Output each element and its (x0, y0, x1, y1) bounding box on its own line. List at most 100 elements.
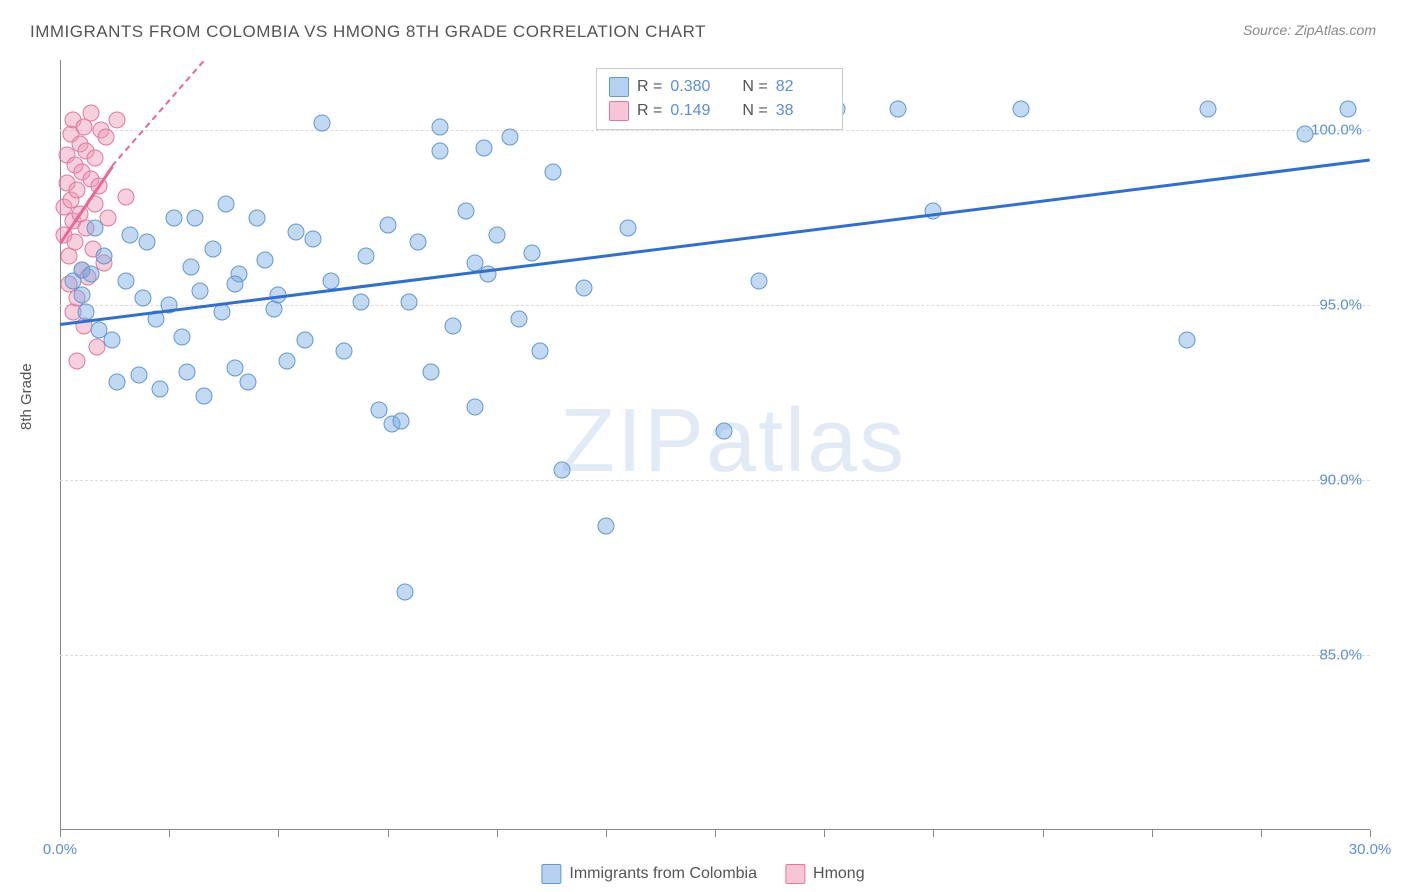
x-tick (933, 830, 934, 837)
data-point (82, 265, 99, 282)
data-point (305, 230, 322, 247)
r-label: R = (637, 102, 662, 120)
legend-label: Hmong (813, 865, 865, 883)
data-point (1012, 101, 1029, 118)
data-point (322, 272, 339, 289)
data-point (445, 318, 462, 335)
watermark: ZIPatlas (560, 390, 906, 493)
data-point (523, 244, 540, 261)
y-tick-label: 95.0% (1319, 297, 1362, 314)
legend-label: Immigrants from Colombia (569, 865, 757, 883)
data-point (466, 398, 483, 415)
data-point (890, 101, 907, 118)
data-point (117, 272, 134, 289)
x-tick (1261, 830, 1262, 837)
data-point (257, 251, 274, 268)
stats-legend-row: R =0.380N =82 (609, 75, 830, 99)
data-point (226, 360, 243, 377)
data-point (134, 290, 151, 307)
data-point (392, 412, 409, 429)
data-point (1296, 125, 1313, 142)
data-point (1178, 332, 1195, 349)
data-point (715, 423, 732, 440)
y-axis-label: 8th Grade (18, 363, 35, 430)
y-tick-label: 90.0% (1319, 472, 1362, 489)
n-value: 38 (776, 102, 830, 120)
data-point (554, 461, 571, 478)
gridline (60, 305, 1370, 306)
data-point (73, 286, 90, 303)
data-point (196, 388, 213, 405)
trend-line (60, 158, 1370, 325)
data-point (619, 220, 636, 237)
x-tick (278, 830, 279, 837)
x-tick (497, 830, 498, 837)
n-label: N = (742, 102, 767, 120)
data-point (108, 111, 125, 128)
data-point (82, 104, 99, 121)
data-point (545, 164, 562, 181)
n-value: 82 (776, 78, 830, 96)
data-point (121, 227, 138, 244)
chart-title: IMMIGRANTS FROM COLOMBIA VS HMONG 8TH GR… (30, 22, 706, 42)
data-point (532, 342, 549, 359)
data-point (488, 227, 505, 244)
bottom-legend: Immigrants from Colombia Hmong (541, 864, 864, 884)
data-point (213, 304, 230, 321)
data-point (86, 220, 103, 237)
data-point (379, 216, 396, 233)
data-point (187, 209, 204, 226)
data-point (104, 332, 121, 349)
data-point (152, 381, 169, 398)
stats-legend: R =0.380N =82R =0.149N =38 (596, 68, 843, 130)
data-point (226, 276, 243, 293)
gridline (60, 480, 1370, 481)
data-point (423, 363, 440, 380)
data-point (296, 332, 313, 349)
data-point (458, 202, 475, 219)
data-point (431, 118, 448, 135)
data-point (287, 223, 304, 240)
r-label: R = (637, 78, 662, 96)
legend-swatch (541, 864, 561, 884)
data-point (178, 363, 195, 380)
data-point (279, 353, 296, 370)
x-tick-label: 0.0% (43, 841, 77, 858)
x-tick (1043, 830, 1044, 837)
data-point (97, 129, 114, 146)
data-point (370, 402, 387, 419)
data-point (69, 353, 86, 370)
data-point (1340, 101, 1357, 118)
data-point (239, 374, 256, 391)
data-point (217, 195, 234, 212)
plot-area: ZIPatlas 85.0%90.0%95.0%100.0%0.0%30.0% (60, 60, 1370, 830)
x-tick (824, 830, 825, 837)
legend-item: Hmong (785, 864, 865, 884)
data-point (139, 234, 156, 251)
legend-item: Immigrants from Colombia (541, 864, 757, 884)
source-attribution: Source: ZipAtlas.com (1243, 22, 1376, 38)
y-tick-label: 85.0% (1319, 647, 1362, 664)
data-point (597, 517, 614, 534)
legend-swatch (609, 101, 629, 121)
data-point (353, 293, 370, 310)
x-tick (60, 830, 61, 837)
data-point (475, 139, 492, 156)
data-point (501, 129, 518, 146)
data-point (401, 293, 418, 310)
gridline (60, 130, 1370, 131)
data-point (117, 188, 134, 205)
data-point (357, 248, 374, 265)
data-point (396, 584, 413, 601)
data-point (204, 241, 221, 258)
r-value: 0.149 (670, 102, 724, 120)
data-point (174, 328, 191, 345)
x-tick (715, 830, 716, 837)
data-point (183, 258, 200, 275)
x-tick (169, 830, 170, 837)
data-point (67, 234, 84, 251)
x-tick (1370, 830, 1371, 837)
data-point (431, 143, 448, 160)
x-tick-label: 30.0% (1349, 841, 1392, 858)
data-point (165, 209, 182, 226)
